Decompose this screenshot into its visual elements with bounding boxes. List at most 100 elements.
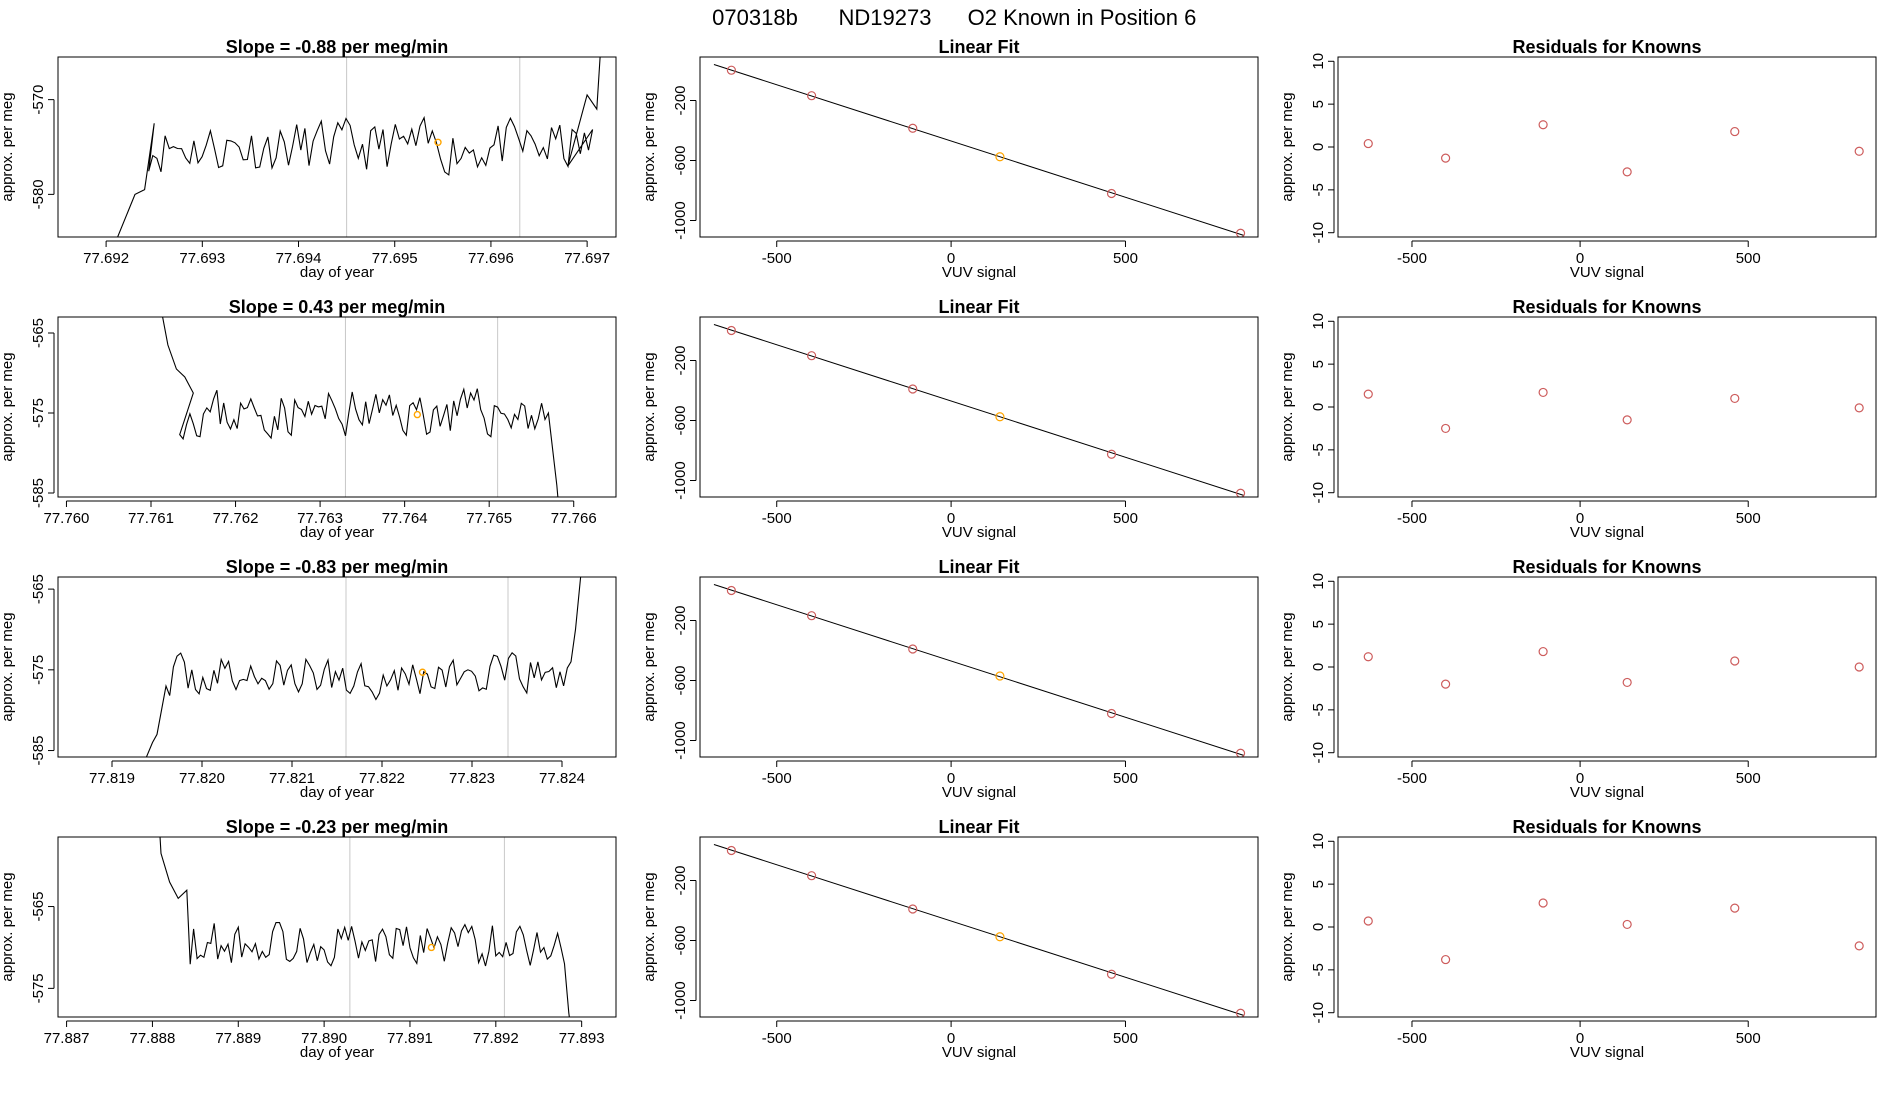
fit-line	[713, 324, 1245, 496]
y-tick-label: 0	[1310, 403, 1327, 411]
plot-box	[1337, 316, 1877, 498]
x-axis-label: VUV signal	[942, 1044, 1016, 1061]
x-axis-label: day of year	[300, 1044, 374, 1061]
panel-title: Slope = 0.43 per meg/min	[229, 297, 446, 317]
sample-marker	[418, 668, 427, 676]
x-tick-label: -500	[1397, 770, 1427, 787]
y-tick-label: -200	[672, 605, 689, 635]
known-point	[1622, 919, 1632, 930]
panel-r4-c2: Linear Fit -500 0 500 VUV signal -200 -600 -100…	[641, 817, 1259, 1061]
y-tick-label: -565	[30, 318, 47, 348]
known-point	[1538, 120, 1548, 130]
known-point	[1854, 941, 1864, 951]
y-tick-label: -585	[30, 736, 47, 766]
panel-title: Residuals for Knowns	[1512, 817, 1701, 837]
y-axis-label: approx. per meg	[0, 612, 16, 721]
known-point	[806, 611, 817, 621]
y-tick-label: 10	[1310, 573, 1327, 590]
panel-r2-c1: Slope = 0.43 per meg/min 77.760 77.761 77.7…	[0, 297, 617, 541]
y-tick-label: 10	[1310, 53, 1327, 70]
plot-box	[57, 576, 617, 758]
x-tick-label: 77.890	[301, 1030, 347, 1047]
y-tick-label: -600	[672, 405, 689, 435]
trace-line	[159, 837, 570, 1017]
plot-area	[117, 57, 601, 237]
known-point	[806, 91, 817, 101]
sample-point	[995, 152, 1005, 162]
y-axis-label: approx. per meg	[641, 872, 658, 981]
known-point	[1538, 898, 1548, 908]
x-tick-label: -500	[762, 1030, 792, 1047]
y-axis-label: approx. per meg	[1279, 872, 1296, 981]
x-tick-label: 77.891	[387, 1030, 433, 1047]
panel-title: Linear Fit	[938, 817, 1019, 837]
known-point	[1854, 146, 1864, 156]
figure-title-position: O2 Known in Position 6	[968, 5, 1197, 30]
known-point	[1440, 423, 1451, 434]
plot-area	[162, 317, 559, 497]
x-tick-label: -500	[1397, 510, 1427, 527]
known-point	[1235, 748, 1246, 757]
known-point	[908, 904, 918, 914]
known-point	[1538, 387, 1548, 398]
trace-line	[117, 57, 601, 237]
x-tick-label: 77.692	[83, 250, 129, 267]
x-tick-label: 0	[1576, 770, 1584, 787]
plot-area	[159, 837, 570, 1017]
y-tick-label: -600	[672, 665, 689, 695]
plot-box	[1337, 836, 1877, 1018]
known-point	[726, 325, 736, 336]
plot-box	[699, 316, 1259, 498]
y-axis-label: approx. per meg	[641, 612, 658, 721]
x-tick-label: 77.822	[359, 770, 405, 787]
x-tick-label: 77.765	[466, 510, 512, 527]
known-point	[1440, 679, 1451, 689]
y-tick-label: -1000	[672, 721, 689, 759]
y-tick-label: -10	[1310, 742, 1327, 764]
panel-r3-c3: Residuals for Knowns -500 0 500 VUV signal 10…	[1279, 557, 1877, 801]
x-tick-label: 77.820	[179, 770, 225, 787]
known-point	[1106, 188, 1117, 199]
y-tick-label: -5	[1310, 703, 1327, 716]
panel-title: Slope = -0.23 per meg/min	[226, 817, 449, 837]
known-point	[1363, 389, 1373, 399]
y-tick-label: 0	[1310, 663, 1327, 671]
y-axis-label: approx. per meg	[1279, 352, 1296, 461]
y-tick-label: -5	[1310, 183, 1327, 196]
panel-r4-c1: Slope = -0.23 per meg/min 77.887 77.888 77.…	[0, 817, 617, 1061]
plot-box	[1337, 576, 1877, 758]
x-tick-label: 77.764	[382, 510, 428, 527]
known-point	[1106, 969, 1117, 979]
known-point	[726, 585, 736, 596]
x-tick-label: 77.761	[128, 510, 174, 527]
panel-title: Residuals for Knowns	[1512, 557, 1701, 577]
sample-point	[995, 412, 1005, 422]
y-tick-label: -580	[30, 179, 47, 209]
plot-box	[57, 836, 617, 1018]
x-tick-label: 77.888	[129, 1030, 175, 1047]
x-tick-label: 0	[947, 250, 955, 267]
panel-r3-c1: Slope = -0.83 per meg/min 77.819 77.820 77.…	[0, 557, 617, 801]
y-axis-label: approx. per meg	[1279, 612, 1296, 721]
plot-area	[713, 324, 1246, 497]
known-point	[1106, 708, 1117, 719]
x-tick-label: 500	[1113, 770, 1138, 787]
known-point	[1235, 488, 1246, 497]
y-tick-label: 5	[1310, 880, 1327, 888]
plot-box	[699, 576, 1259, 758]
y-tick-label: -565	[30, 892, 47, 922]
panel-title: Linear Fit	[938, 557, 1019, 577]
known-point	[908, 384, 918, 394]
x-tick-label: 77.697	[564, 250, 610, 267]
figure-title-run-id: 070318b	[712, 5, 798, 30]
y-tick-label: -200	[672, 345, 689, 375]
x-tick-label: 500	[1736, 250, 1761, 267]
y-tick-label: -10	[1310, 482, 1327, 504]
x-tick-label: 500	[1736, 1030, 1761, 1047]
sample-marker	[413, 410, 422, 419]
x-tick-label: 500	[1736, 510, 1761, 527]
panel-title: Linear Fit	[938, 37, 1019, 57]
plot-area	[1363, 387, 1864, 434]
x-tick-label: 500	[1113, 1030, 1138, 1047]
